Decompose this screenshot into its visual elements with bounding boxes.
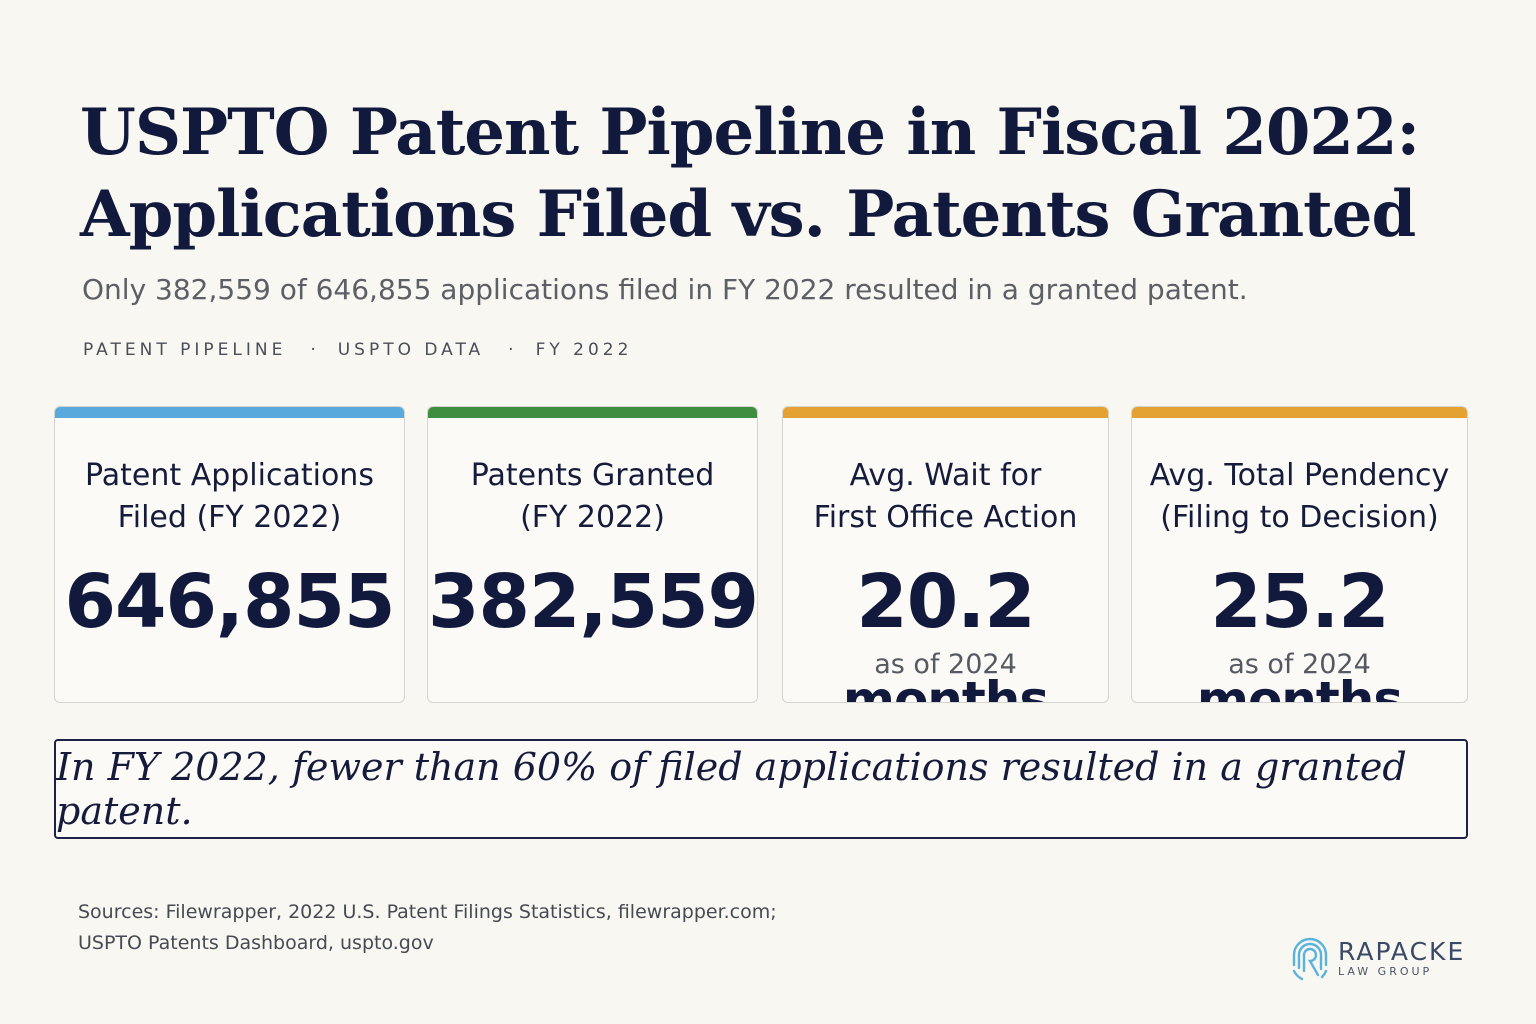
card-unit: months <box>1196 671 1403 703</box>
stat-card-first-office-action: Avg. Wait for First Office Action 20.2 m… <box>782 406 1109 703</box>
callout-text: In FY 2022, fewer than 60% of filed appl… <box>56 745 1407 833</box>
callout-box: In FY 2022, fewer than 60% of filed appl… <box>54 739 1468 839</box>
card-value: 20.2 months <box>783 557 1108 703</box>
card-note: as of 2024 <box>1228 649 1371 680</box>
card-value: 382,559 <box>428 559 758 645</box>
title-line-1: USPTO Patent Pipeline in Fiscal 2022: <box>80 95 1420 170</box>
tag-separator: · <box>310 340 316 360</box>
card-label: Patent Applications Filed (FY 2022) <box>85 458 374 535</box>
subtitle: Only 382,559 of 646,855 applications fil… <box>82 273 1248 306</box>
card-accent-bar <box>1132 407 1467 418</box>
stat-card-patents-granted: Patents Granted (FY 2022) 382,559 <box>427 406 758 703</box>
title-line-2: Applications Filed vs. Patents Granted <box>80 177 1416 252</box>
card-value: 646,855 <box>64 559 395 645</box>
tag-fy-2022: FY 2022 <box>535 340 633 360</box>
sources-line-1: Sources: Filewrapper, 2022 U.S. Patent F… <box>78 901 777 923</box>
tag-uspto-data: USPTO DATA <box>337 340 485 360</box>
card-value: 25.2 months <box>1132 557 1467 703</box>
card-label: Patents Granted (FY 2022) <box>470 458 715 535</box>
stat-card-applications-filed: Patent Applications Filed (FY 2022) 646,… <box>54 406 405 703</box>
card-accent-bar <box>55 407 404 418</box>
fingerprint-r-icon <box>1292 937 1328 981</box>
tag-row: PATENT PIPELINE · USPTO DATA · FY 2022 <box>83 340 632 360</box>
card-accent-bar <box>783 407 1108 418</box>
sources-note: Sources: Filewrapper, 2022 U.S. Patent F… <box>78 897 838 959</box>
logo-name: RAPACKE <box>1338 937 1466 966</box>
card-unit: months <box>842 671 1049 703</box>
card-note: as of 2024 <box>874 649 1017 680</box>
tag-patent-pipeline: PATENT PIPELINE <box>83 340 287 360</box>
card-accent-bar <box>428 407 757 418</box>
card-label: Avg. Wait for First Office Action <box>813 458 1078 535</box>
logo-subtitle: LAW GROUP <box>1338 965 1433 978</box>
rapacke-logo: RAPACKE LAW GROUP <box>1288 934 1488 984</box>
tag-separator: · <box>508 340 514 360</box>
page-title: USPTO Patent Pipeline in Fiscal 2022: Ap… <box>80 92 1480 256</box>
sources-line-2: USPTO Patents Dashboard, uspto.gov <box>78 932 434 954</box>
stat-card-total-pendency: Avg. Total Pendency (Filing to Decision)… <box>1131 406 1468 703</box>
card-label: Avg. Total Pendency (Filing to Decision) <box>1149 458 1450 535</box>
